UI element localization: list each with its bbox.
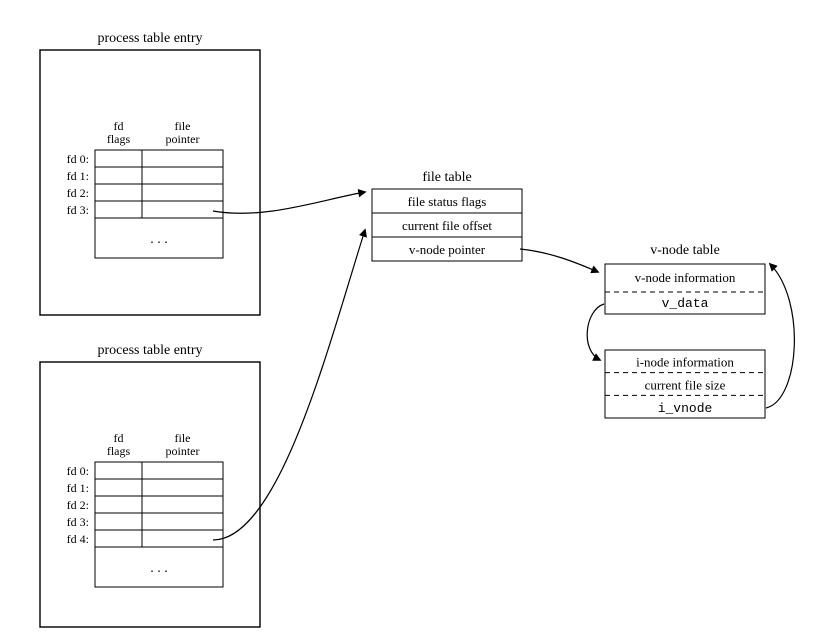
col-header: fd <box>114 119 124 133</box>
col-header: flags <box>107 444 131 458</box>
vnode-title: v-node table <box>650 243 720 258</box>
inode-row: i-node information <box>636 355 734 370</box>
arrow-ivnode-to-vnode <box>766 264 794 408</box>
fd-label: fd 0: <box>67 152 89 166</box>
fd-label: fd 3: <box>67 203 89 217</box>
arrow-p2-to-file <box>213 230 365 540</box>
file-table-row: file status flags <box>408 194 487 209</box>
fd-label: fd 2: <box>67 498 89 512</box>
fd-label: fd 4: <box>67 532 89 546</box>
col-header: flags <box>107 132 131 146</box>
arrow-vdata-to-inode <box>587 304 604 360</box>
inode-row: current file size <box>645 377 726 392</box>
fd-label: fd 0: <box>67 464 89 478</box>
process-title: process table entry <box>98 31 203 46</box>
inode-row: i_vnode <box>658 401 713 416</box>
fd-label: fd 2: <box>67 186 89 200</box>
ellipsis: . . . <box>150 561 168 576</box>
col-header: file <box>175 431 191 445</box>
col-header: pointer <box>166 444 200 458</box>
col-header: pointer <box>166 132 200 146</box>
vnode-row: v-node information <box>635 270 736 285</box>
fd-label: fd 3: <box>67 515 89 529</box>
process-title: process table entry <box>98 343 203 358</box>
col-header: file <box>175 119 191 133</box>
arrow-file-to-vnode <box>520 249 598 272</box>
file-table-row: current file offset <box>402 218 492 233</box>
arrow-p1-to-file <box>213 192 365 213</box>
file-table-row: v-node pointer <box>409 242 486 257</box>
vnode-row: v_data <box>662 296 709 311</box>
fd-label: fd 1: <box>67 169 89 183</box>
ellipsis: . . . <box>150 232 168 247</box>
diagram-canvas: process table entryfdflagsfilepointerfd … <box>0 0 837 637</box>
fd-label: fd 1: <box>67 481 89 495</box>
col-header: fd <box>114 431 124 445</box>
file-table-title: file table <box>422 170 471 185</box>
